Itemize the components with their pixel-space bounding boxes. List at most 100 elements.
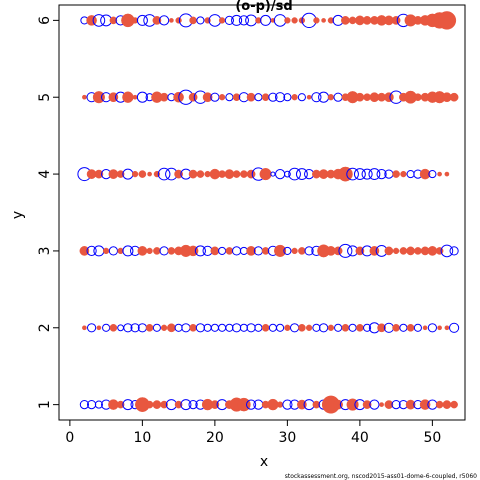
negative-residual-bubble <box>346 167 359 181</box>
positive-residual-bubble <box>298 247 306 255</box>
positive-residual-bubble <box>108 169 119 179</box>
positive-residual-bubble <box>419 399 431 410</box>
positive-residual-bubble <box>422 325 428 331</box>
negative-residual-bubble <box>333 92 343 102</box>
x-tick-label: 30 <box>278 430 296 446</box>
y-tick-label: 2 <box>37 323 53 332</box>
negative-residual-bubble <box>253 399 264 410</box>
positive-residual-bubble <box>298 323 306 332</box>
negative-residual-bubble <box>108 246 119 256</box>
y-axis: 1 2 3 4 5 6 <box>37 16 59 409</box>
negative-residual-bubble <box>86 245 97 256</box>
positive-residual-bubble <box>449 92 459 102</box>
negative-residual-bubble <box>86 323 97 333</box>
positive-residual-bubble <box>202 92 213 103</box>
positive-residual-bubble <box>189 16 197 25</box>
negative-residual-bubble <box>283 170 291 178</box>
positive-residual-bubble <box>406 246 415 256</box>
positive-residual-bubble <box>210 400 220 409</box>
positive-residual-bubble <box>160 324 168 331</box>
positive-residual-bubble <box>392 323 400 332</box>
negative-residual-bubble <box>270 171 276 177</box>
positive-residual-bubble <box>109 323 118 332</box>
negative-residual-bubble <box>117 324 125 332</box>
negative-residual-bubble <box>180 399 192 411</box>
positive-residual-bubble <box>341 323 350 332</box>
negative-residual-bubble <box>334 323 343 332</box>
negative-residual-bubble <box>369 399 380 410</box>
x-axis-label: x <box>260 454 268 470</box>
positive-residual-bubble <box>305 324 313 331</box>
negative-residual-bubble <box>304 246 314 256</box>
negative-residual-bubble <box>361 168 373 180</box>
positive-residual-bubble <box>240 170 248 178</box>
negative-residual-bubble <box>246 399 257 410</box>
positive-residual-bubble <box>362 16 372 25</box>
negative-residual-bubble <box>406 170 415 179</box>
y-tick-label: 3 <box>37 246 53 255</box>
y-tick-label: 5 <box>37 93 53 102</box>
positive-residual-bubble <box>246 246 256 256</box>
positive-residual-bubble <box>391 16 401 25</box>
positive-residual-bubble <box>261 247 270 255</box>
positive-residual-bubble <box>291 247 298 255</box>
positive-residual-bubble <box>188 169 198 179</box>
positive-residual-bubble <box>435 400 444 409</box>
negative-residual-bubble <box>275 92 286 103</box>
positive-residual-bubble <box>116 400 125 409</box>
negative-residual-bubble <box>399 323 408 332</box>
positive-residual-bubble <box>384 400 394 409</box>
positive-residual-bubble <box>284 17 291 24</box>
y-axis-label: y <box>10 211 26 219</box>
negative-residual-bubble <box>289 323 300 333</box>
negative-residual-bubble <box>312 323 321 332</box>
positive-residual-bubble <box>210 246 220 256</box>
positive-residual-bubble <box>306 94 312 100</box>
positive-residual-bubble <box>284 324 291 331</box>
positive-residual-bubble <box>291 94 298 101</box>
positive-residual-bubble <box>225 247 234 255</box>
negative-residual-bubble <box>218 323 227 332</box>
y-tick-label: 1 <box>37 400 53 409</box>
positive-residual-bubble <box>419 168 431 180</box>
negative-residual-bubble <box>231 14 243 26</box>
positive-residual-bubble <box>405 399 416 410</box>
positive-residual-bubble <box>406 323 415 332</box>
negative-residual-bubble <box>194 245 206 257</box>
negative-residual-bubble <box>188 399 198 410</box>
positive-residual-bubble <box>321 18 326 23</box>
negative-residual-bubble <box>268 323 277 332</box>
positive-residual-bubble <box>232 170 241 178</box>
positive-residual-bubble <box>414 247 422 255</box>
y-tick-label: 4 <box>37 170 53 179</box>
positive-residual-bubble <box>174 400 183 409</box>
positive-residual-bubble <box>131 17 139 24</box>
negative-residual-bubble <box>181 323 191 333</box>
negative-residual-bubble <box>130 323 140 333</box>
negative-residual-bubble <box>174 323 183 332</box>
positive-residual-bubble <box>450 400 458 409</box>
negative-residual-bubble <box>157 167 171 181</box>
negative-residual-bubble <box>246 323 256 333</box>
positive-residual-bubble <box>82 94 87 100</box>
positive-residual-bubble <box>274 244 287 257</box>
positive-residual-bubble <box>442 400 452 409</box>
negative-residual-bubble <box>413 323 422 332</box>
negative-residual-bubble <box>275 169 286 180</box>
positive-residual-bubble <box>122 91 134 103</box>
positive-residual-bubble <box>145 323 154 332</box>
negative-residual-bubble <box>282 399 293 410</box>
positive-residual-bubble <box>160 400 168 409</box>
positive-residual-bubble <box>333 246 343 256</box>
positive-residual-bubble <box>327 17 335 24</box>
negative-residual-bubble <box>79 399 90 410</box>
negative-residual-bubble <box>239 323 248 332</box>
y-tick-label: 6 <box>37 16 53 25</box>
positive-residual-bubble <box>167 247 176 255</box>
negative-residual-bubble <box>449 246 459 256</box>
positive-residual-bubble <box>291 17 298 24</box>
negative-residual-bubble <box>283 93 292 102</box>
positive-residual-bubble <box>169 18 174 23</box>
positive-residual-bubble <box>196 170 205 178</box>
